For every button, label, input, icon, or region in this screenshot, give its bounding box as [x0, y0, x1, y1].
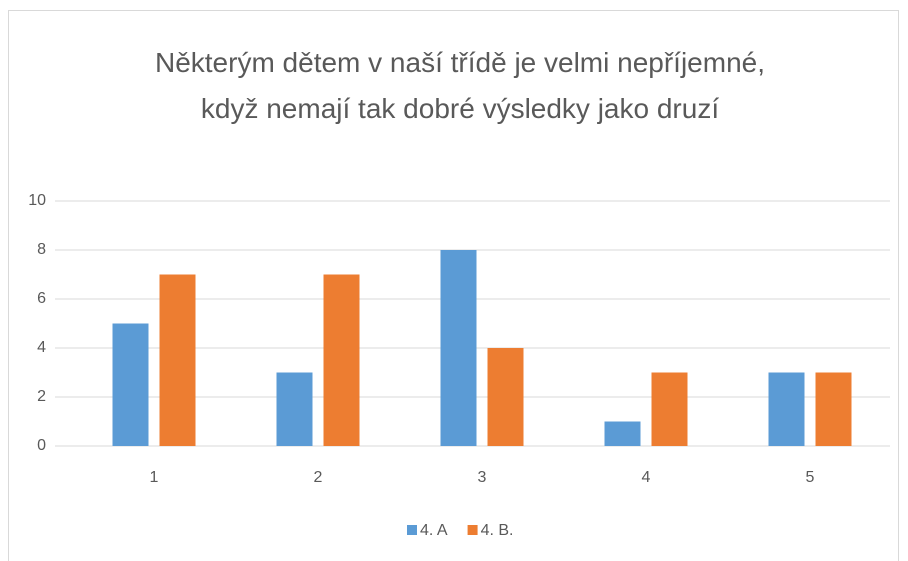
x-tick-label: 4: [642, 469, 651, 486]
bar: [487, 348, 524, 446]
x-tick-label: 1: [150, 469, 159, 486]
chart-border: [8, 10, 899, 561]
bar: [440, 250, 477, 446]
bar: [159, 274, 196, 446]
y-tick-label: 8: [37, 241, 46, 258]
y-tick-label: 2: [37, 388, 46, 405]
bar: [651, 372, 688, 446]
bar: [604, 421, 641, 446]
y-tick-label: 0: [37, 437, 46, 454]
bar: [815, 372, 852, 446]
y-tick-label: 10: [28, 192, 46, 209]
bar: [323, 274, 360, 446]
bar: [112, 323, 149, 446]
legend-label: 4. B.: [481, 522, 514, 539]
x-tick-label: 2: [314, 469, 323, 486]
x-tick-label: 5: [806, 469, 815, 486]
chart-title: Některým dětem v naší třídě je velmi nep…: [154, 47, 765, 124]
x-tick-label: 3: [478, 469, 487, 486]
bar: [768, 372, 805, 446]
legend-label: 4. A: [420, 522, 448, 539]
legend-swatch: [467, 525, 478, 535]
y-tick-label: 4: [37, 339, 46, 356]
y-tick-label: 6: [37, 290, 46, 307]
legend-swatch: [407, 525, 417, 535]
bar: [276, 372, 313, 446]
